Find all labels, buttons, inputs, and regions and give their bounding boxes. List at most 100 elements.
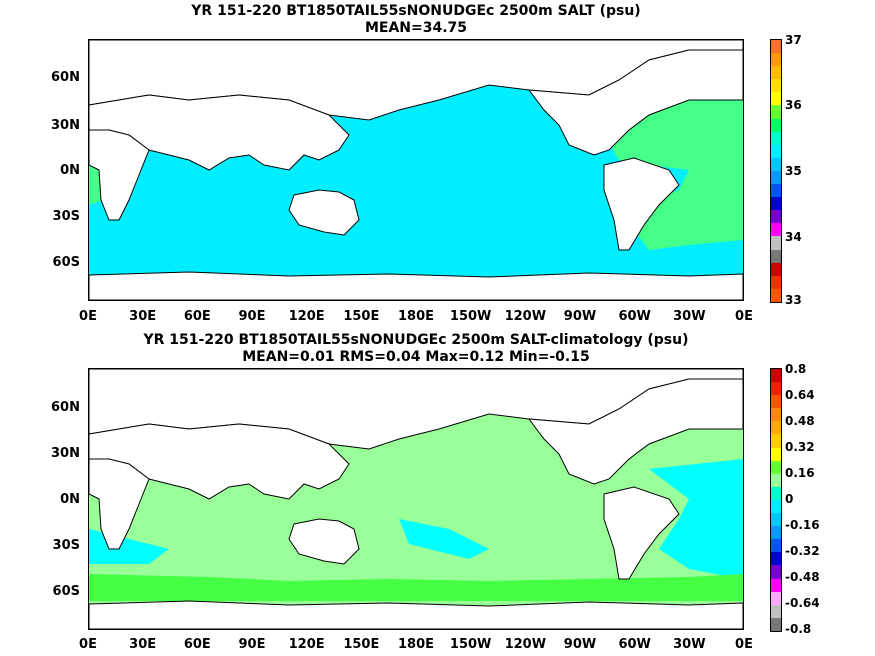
panel1-cb-tick-3: 34	[785, 230, 802, 244]
panel1-lon-label: 90E	[238, 309, 266, 324]
panel2-cb-tick-5: 0	[785, 492, 794, 506]
colorbar-segment	[771, 236, 781, 250]
panel1-lon-label: 90W	[563, 309, 597, 324]
panel1-lon-label: 30E	[129, 309, 157, 324]
panel2-lon-label: 0E	[79, 637, 97, 652]
panel1-title: YR 151-220 BT1850TAIL55sNONUDGEc 2500m S…	[191, 3, 641, 19]
panel1-lat-30s: 30S	[52, 209, 80, 224]
panel2-colorbar	[770, 368, 782, 632]
panel2-lon-label: 180E	[397, 637, 435, 652]
panel2-cb-tick-2: 0.48	[785, 414, 815, 428]
colorbar-segment	[771, 79, 781, 93]
colorbar-segment	[771, 131, 781, 145]
colorbar-segment	[771, 395, 781, 409]
colorbar-segment	[771, 157, 781, 171]
panel2-lon-label: 30W	[673, 637, 706, 652]
panel2-lat-60s: 60S	[52, 584, 80, 599]
panel1-cb-tick-2: 35	[785, 164, 802, 178]
colorbar-segment	[771, 499, 781, 514]
panel2-cb-tick-7: -0.32	[785, 544, 820, 558]
colorbar-segment	[771, 382, 781, 396]
colorbar-segment	[771, 288, 781, 302]
colorbar-segment	[771, 565, 781, 579]
colorbar-segment	[771, 434, 781, 448]
panel2-cb-tick-9: -0.64	[785, 596, 820, 610]
panel1-lon-label: 150W	[449, 309, 492, 324]
panel1-subtitle: MEAN=34.75	[364, 20, 468, 36]
colorbar-segment	[771, 40, 781, 54]
panel1-cb-tick-0: 37	[785, 33, 802, 47]
panel2-cb-tick-1: 0.64	[785, 388, 815, 402]
panel1-cb-tick-1: 36	[785, 98, 802, 112]
colorbar-segment	[771, 144, 781, 158]
colorbar-segment	[771, 53, 781, 67]
colorbar-segment	[771, 408, 781, 422]
colorbar-segment	[771, 591, 781, 605]
colorbar-segment	[771, 210, 781, 224]
panel1-lon-label: 30W	[673, 309, 706, 324]
panel1-lat-60s: 60S	[52, 255, 80, 270]
colorbar-segment	[771, 118, 781, 132]
colorbar-segment	[771, 526, 781, 540]
colorbar-segment	[771, 617, 781, 631]
colorbar-segment	[771, 447, 781, 461]
panel2-lon-label: 90W	[563, 637, 597, 652]
colorbar-segment	[771, 513, 781, 527]
colorbar-segment	[771, 66, 781, 80]
colorbar-segment	[771, 170, 781, 185]
panel1-lon-label: 120W	[504, 309, 547, 324]
colorbar-segment	[771, 262, 781, 276]
panel2-lat-0n: 0N	[60, 492, 80, 507]
panel2-subtitle: MEAN=0.01 RMS=0.04 Max=0.12 Min=-0.15	[242, 349, 590, 365]
panel1-map	[88, 39, 744, 301]
colorbar-segment	[771, 369, 781, 383]
panel2-lon-label: 120W	[504, 637, 547, 652]
panel2-title: YR 151-220 BT1850TAIL55sNONUDGEc 2500m S…	[143, 332, 689, 348]
colorbar-segment	[771, 539, 781, 553]
panel1-cb-tick-4: 33	[785, 293, 802, 307]
panel2-lon-label: 120E	[288, 637, 325, 652]
colorbar-segment	[771, 604, 781, 618]
colorbar-segment	[771, 92, 781, 106]
colorbar-segment	[771, 105, 781, 119]
panel2-cb-tick-0: 0.8	[785, 362, 807, 376]
panel2-lon-label: 0E	[735, 637, 753, 652]
panel2-cb-tick-3: 0.32	[785, 440, 815, 454]
panel1-lat-30n: 30N	[51, 118, 80, 133]
colorbar-segment	[771, 486, 781, 500]
colorbar-segment	[771, 460, 781, 474]
panel2-cb-tick-4: 0.16	[785, 466, 815, 480]
panel1-lat-0n: 0N	[60, 163, 80, 178]
panel2-map	[88, 368, 744, 630]
colorbar-segment	[771, 578, 781, 592]
panel2-lon-label: 90E	[238, 637, 266, 652]
colorbar-segment	[771, 275, 781, 289]
panel1-lon-label: 0E	[735, 309, 753, 324]
panel2-cb-tick-8: -0.48	[785, 570, 820, 584]
colorbar-segment	[771, 249, 781, 263]
panel1-lon-label: 60E	[183, 309, 211, 324]
panel2-lon-label: 60W	[618, 637, 651, 652]
panel2-lon-label: 60E	[183, 637, 211, 652]
colorbar-segment	[771, 223, 781, 237]
colorbar-segment	[771, 552, 781, 566]
colorbar-segment	[771, 473, 781, 487]
panel2-lat-30n: 30N	[51, 446, 80, 461]
panel2-lat-60n: 60N	[51, 400, 80, 415]
colorbar-segment	[771, 184, 781, 198]
panel1-lon-label: 150E	[343, 309, 380, 324]
panel2-cb-tick-6: -0.16	[785, 518, 820, 532]
panel2-cb-tick-10: -0.8	[785, 622, 812, 636]
panel2-lat-30s: 30S	[52, 538, 80, 553]
colorbar-segment	[771, 421, 781, 435]
panel1-lon-label: 60W	[618, 309, 651, 324]
panel1-colorbar	[770, 39, 782, 303]
panel1-lon-label: 180E	[397, 309, 435, 324]
panel2-lon-label: 30E	[129, 637, 157, 652]
panel1-lon-label: 120E	[288, 309, 325, 324]
panel2-lon-label: 150E	[343, 637, 380, 652]
colorbar-segment	[771, 197, 781, 211]
panel1-lon-label: 0E	[79, 309, 97, 324]
panel2-lon-label: 150W	[449, 637, 492, 652]
panel1-lat-60n: 60N	[51, 70, 80, 85]
